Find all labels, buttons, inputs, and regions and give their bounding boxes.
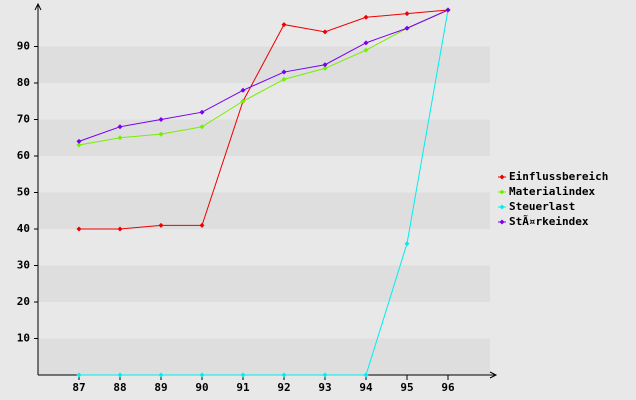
data-point: [281, 76, 287, 82]
y-tick-label: 60: [17, 149, 30, 162]
data-point: [76, 138, 82, 144]
data-point: [76, 142, 82, 148]
x-tick-label: 89: [154, 381, 167, 394]
data-point: [199, 109, 205, 115]
plot-band: [38, 192, 490, 229]
plot-band: [38, 302, 490, 339]
data-point: [322, 29, 328, 35]
x-tick-label: 95: [400, 381, 413, 394]
data-point: [363, 372, 369, 378]
x-tick-label: 90: [195, 381, 208, 394]
legend-marker: [499, 219, 505, 225]
data-point: [76, 372, 82, 378]
data-point: [158, 131, 164, 137]
data-point: [199, 222, 205, 228]
data-point: [240, 98, 246, 104]
data-point: [322, 62, 328, 68]
legend-label: StÃ¤rkeindex: [509, 215, 589, 228]
legend-marker: [499, 204, 505, 210]
legend-label: Einflussbereich: [509, 170, 608, 183]
x-tick-label: 87: [72, 381, 85, 394]
y-tick-label: 70: [17, 113, 30, 126]
x-tick-label: 96: [441, 381, 455, 394]
data-point: [199, 124, 205, 130]
series-line: [79, 9, 449, 376]
y-tick-label: 10: [17, 332, 30, 345]
x-tick-label: 92: [277, 381, 290, 394]
data-point: [117, 124, 123, 130]
data-point: [363, 14, 369, 20]
x-tick-label: 93: [318, 381, 331, 394]
data-point: [158, 222, 164, 228]
data-point: [404, 241, 410, 247]
y-axis-arrow: [34, 2, 42, 11]
plot-band: [38, 265, 490, 302]
x-tick-label: 88: [113, 381, 126, 394]
series-line: [79, 9, 449, 230]
plot-band: [38, 119, 490, 156]
legend-label: Materialindex: [509, 185, 595, 198]
data-point: [158, 372, 164, 378]
y-tick-label: 20: [17, 295, 30, 308]
data-point: [117, 226, 123, 232]
data-point: [117, 135, 123, 141]
data-point: [281, 69, 287, 75]
data-point: [240, 87, 246, 93]
legend-marker: [499, 189, 505, 195]
x-tick-label: 94: [359, 381, 373, 394]
legend-label: Steuerlast: [509, 200, 575, 213]
y-tick-label: 30: [17, 259, 30, 272]
data-point: [363, 40, 369, 46]
legend-marker: [499, 174, 505, 180]
series-line: [78, 9, 449, 142]
data-point: [281, 372, 287, 378]
y-tick-label: 50: [17, 186, 30, 199]
plot-band: [38, 83, 490, 120]
data-point: [363, 47, 369, 53]
plot-band: [38, 338, 490, 375]
y-tick-label: 40: [17, 222, 30, 235]
plot-band: [38, 156, 490, 193]
y-tick-label: 80: [17, 76, 30, 89]
data-point: [199, 372, 205, 378]
data-point: [445, 7, 451, 13]
data-point: [240, 372, 246, 378]
data-point: [322, 65, 328, 71]
data-point: [117, 372, 123, 378]
data-point: [158, 117, 164, 122]
data-point: [404, 11, 410, 17]
plot-band: [38, 10, 490, 47]
series-line: [78, 9, 449, 146]
data-point: [76, 226, 82, 232]
data-point: [281, 22, 287, 28]
data-point: [322, 372, 328, 378]
x-axis-arrow: [489, 371, 498, 379]
y-tick-label: 90: [17, 40, 30, 53]
plot-band: [38, 46, 490, 83]
data-point: [404, 25, 410, 31]
plot-band: [38, 229, 490, 266]
x-tick-label: 91: [236, 381, 250, 394]
